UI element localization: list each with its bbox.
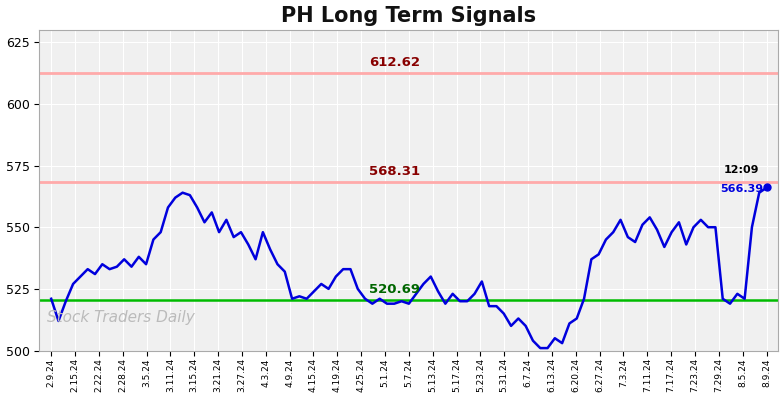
- Text: 568.31: 568.31: [369, 165, 420, 178]
- Text: 566.39: 566.39: [720, 184, 763, 194]
- Text: Stock Traders Daily: Stock Traders Daily: [47, 310, 194, 325]
- Text: 12:09: 12:09: [724, 165, 759, 175]
- Title: PH Long Term Signals: PH Long Term Signals: [281, 6, 536, 25]
- Text: 612.62: 612.62: [369, 56, 420, 69]
- Text: 520.69: 520.69: [369, 283, 420, 296]
